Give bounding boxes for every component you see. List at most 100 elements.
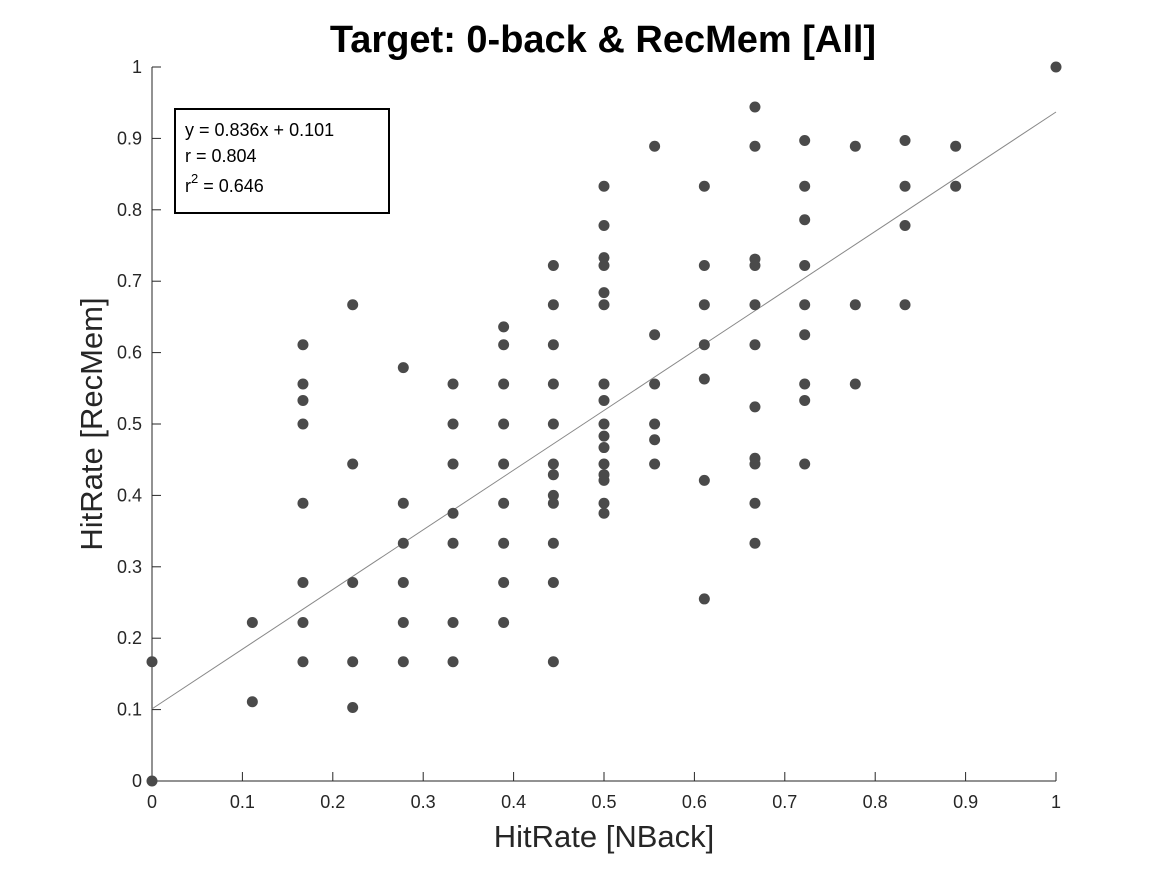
r-value: r = 0.804 [185,146,257,166]
data-point [547,497,559,509]
data-point [1050,61,1062,73]
data-point [146,656,158,668]
data-point [246,696,258,708]
data-point [297,394,309,406]
x-tick-label: 0.1 [230,792,255,812]
data-point [899,220,911,232]
data-point [447,537,459,549]
data-point [598,418,610,430]
data-point [799,329,811,341]
data-point [698,180,710,192]
data-point [849,140,861,152]
data-point [749,299,761,311]
y-axis-ticks: 0 0.1 0.2 0.3 0.4 0.5 0.6 0.7 0.8 0.9 1 [117,57,161,791]
y-tick-label: 0.3 [117,557,142,577]
x-tick-label: 0 [147,792,157,812]
data-point [498,577,510,589]
data-point [598,287,610,299]
r-squared-base: r [185,176,191,196]
stats-annotation-box: y = 0.836x + 0.101 r = 0.804 r2 = 0.646 [174,108,390,214]
data-point [749,101,761,113]
data-point [447,616,459,628]
data-point [146,775,158,787]
data-points [146,61,1062,787]
y-tick-label: 0.5 [117,414,142,434]
data-point [598,442,610,454]
data-point [347,656,359,668]
data-point [397,497,409,509]
x-tick-label: 0.8 [863,792,888,812]
data-point [547,339,559,351]
r-squared-value: = 0.646 [198,176,264,196]
data-point [347,299,359,311]
data-point [649,418,661,430]
data-point [698,593,710,605]
x-tick-label: 0.9 [953,792,978,812]
data-point [598,259,610,271]
data-point [598,507,610,519]
data-point [598,299,610,311]
data-point [498,616,510,628]
data-point [547,489,559,501]
x-tick-label: 0.3 [411,792,436,812]
data-point [799,259,811,271]
data-point [498,321,510,333]
data-point [246,616,258,628]
y-axis-label: HitRate [RecMem] [74,297,109,550]
data-point [297,497,309,509]
x-tick-label: 0.4 [501,792,526,812]
data-point [799,299,811,311]
data-point [498,418,510,430]
data-point [498,458,510,470]
data-point [899,135,911,147]
annotation-frame [174,108,390,214]
y-tick-label: 0.8 [117,200,142,220]
data-point [547,537,559,549]
data-point [397,577,409,589]
data-point [799,394,811,406]
data-point [598,252,610,264]
data-point [950,180,962,192]
x-axis-label: HitRate [NBack] [494,819,715,854]
data-point [799,378,811,390]
data-point [447,656,459,668]
data-point [698,373,710,385]
fit-equation: y = 0.836x + 0.101 [185,120,334,140]
data-point [799,180,811,192]
data-point [547,458,559,470]
data-point [347,577,359,589]
x-tick-label: 0.2 [320,792,345,812]
y-tick-label: 0.2 [117,628,142,648]
data-point [649,434,661,446]
data-point [598,220,610,232]
data-point [397,656,409,668]
data-point [297,339,309,351]
y-tick-label: 0.9 [117,128,142,148]
data-point [649,458,661,470]
data-point [498,537,510,549]
data-point [749,537,761,549]
data-point [547,418,559,430]
data-point [698,299,710,311]
data-point [598,430,610,442]
data-point [447,458,459,470]
data-point [547,469,559,481]
data-point [698,474,710,486]
data-point [849,378,861,390]
y-tick-label: 0.7 [117,271,142,291]
data-point [649,329,661,341]
data-point [498,339,510,351]
data-point [547,378,559,390]
data-point [899,299,911,311]
y-tick-label: 0 [132,771,142,791]
data-point [547,259,559,271]
data-point [498,497,510,509]
data-point [547,656,559,668]
data-point [397,616,409,628]
y-tick-label: 0.6 [117,343,142,363]
data-point [598,469,610,481]
data-point [297,418,309,430]
data-point [498,378,510,390]
x-tick-label: 0.7 [772,792,797,812]
data-point [899,180,911,192]
